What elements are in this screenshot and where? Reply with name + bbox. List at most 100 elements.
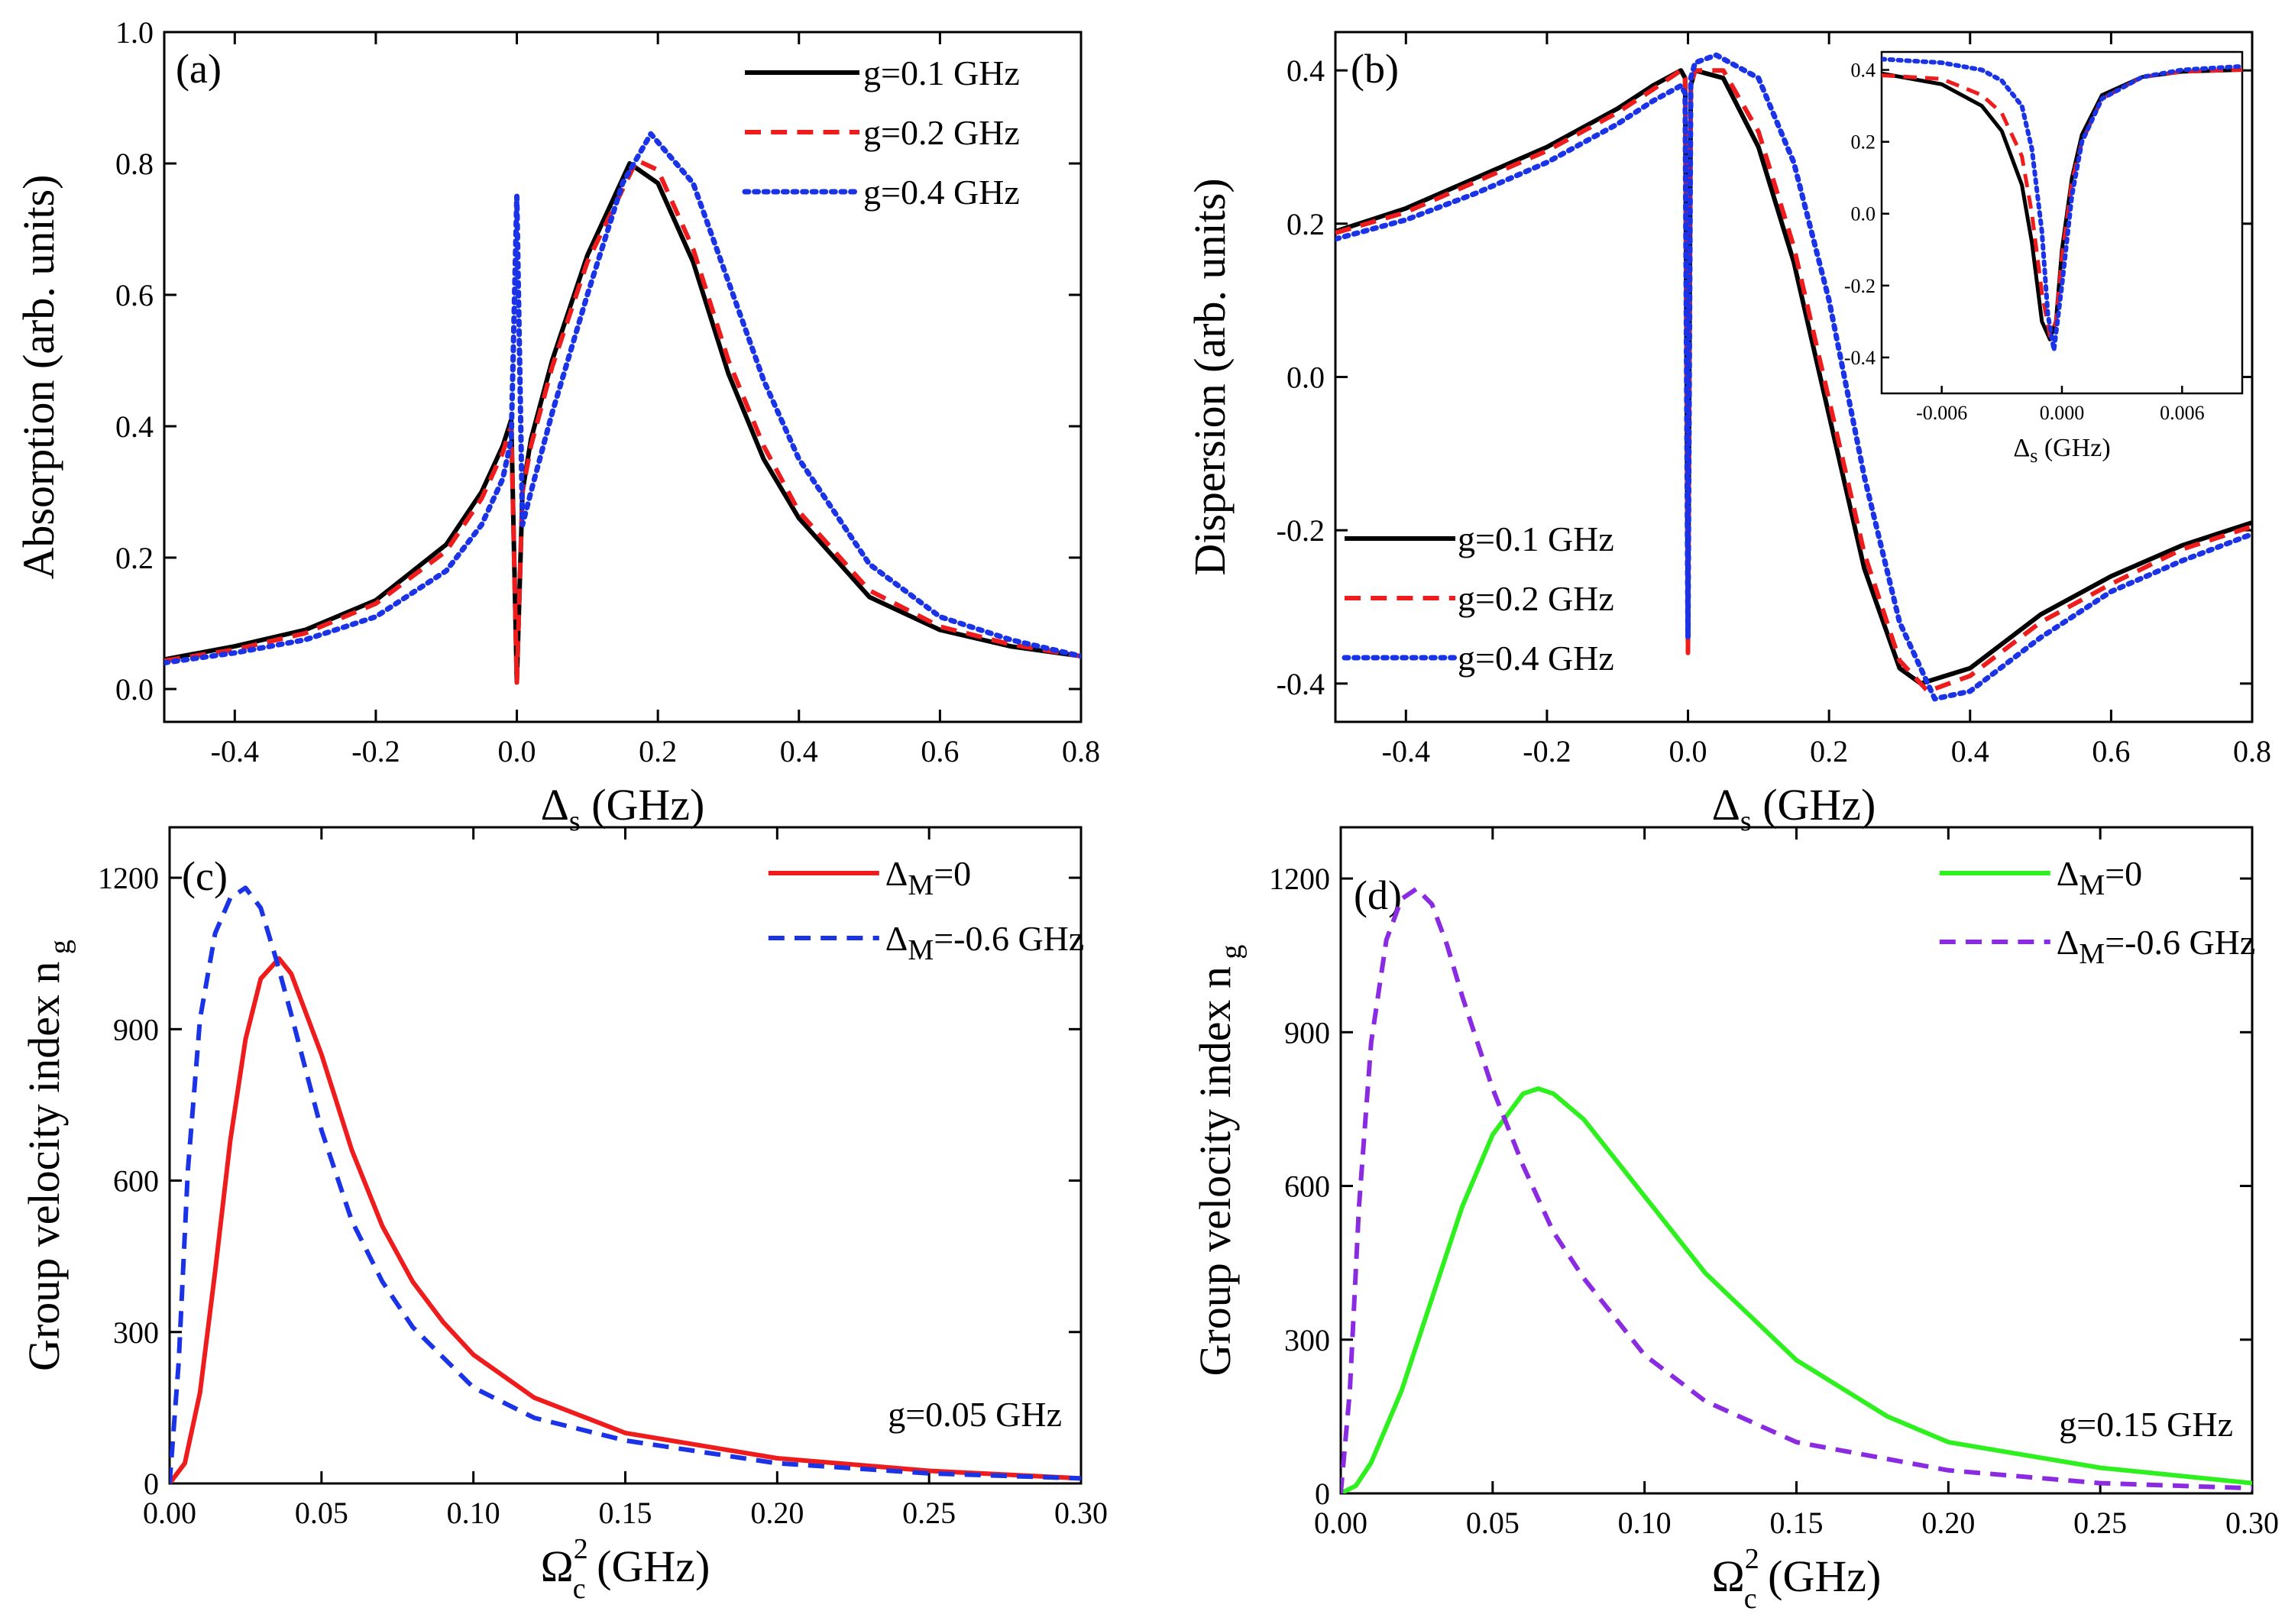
y-axis-label: Absorption (arb. units) [14, 175, 63, 580]
x-tick-label: 0.10 [447, 1496, 500, 1530]
y-axis-label: Group velocity index n g [1190, 945, 1248, 1377]
chart-panel-3: 0.00 0.05 0.10 0.15 0.20 0.25 0.30 0 300 600 900 12… [19, 826, 1108, 1605]
inset-y-tick-label: 0.4 [1851, 60, 1876, 82]
x-tick-label: 0.30 [2225, 1506, 2279, 1540]
x-tick-label: 0.6 [921, 734, 959, 768]
series-line-2 [170, 885, 1081, 1483]
chart-panel-1: -0.4 -0.2 0.0 0.2 0.4 0.6 0.8 0.0 0.2 0.4 0.6 0.8 1.… [14, 15, 1100, 837]
y-tick-label: 1.0 [115, 15, 154, 50]
y-tick-label: 600 [113, 1164, 159, 1199]
legend-label: ΔM=0 [885, 854, 971, 901]
y-tick-label: 0.6 [115, 278, 154, 312]
series-line-3 [1335, 52, 2252, 702]
x-tick-label: 0.00 [1314, 1506, 1367, 1540]
inset-y-tick-label: -0.2 [1844, 275, 1876, 297]
inset-y-tick-label: 0.0 [1851, 203, 1876, 225]
y-tick-label: 900 [113, 1012, 159, 1047]
x-tick-label: 0.2 [1810, 734, 1848, 768]
x-axis-label: Ω2 c (GHz) [1712, 1543, 1882, 1615]
x-tick-label: 0.05 [1466, 1506, 1520, 1540]
inset-x-tick-label: -0.006 [1916, 402, 1967, 424]
legend-label: ΔM=-0.6 GHz [2057, 923, 2256, 970]
legend-label: g=0.1 GHz [863, 53, 1020, 92]
y-tick-label: 300 [113, 1315, 159, 1350]
inset-y-tick-label: -0.4 [1844, 347, 1876, 369]
x-tick-label: 0.0 [1669, 734, 1707, 768]
y-tick-label: 900 [1284, 1015, 1330, 1050]
x-tick-label: 0.00 [143, 1496, 196, 1530]
panel-label: (d) [1354, 872, 1402, 918]
y-tick-label: 1200 [1269, 862, 1330, 896]
legend-label: g=0.2 GHz [1458, 579, 1614, 618]
x-tick-label: -0.4 [1382, 734, 1430, 768]
series-line-3 [164, 131, 1081, 666]
chart-panel-4: 0.00 0.05 0.10 0.15 0.20 0.25 0.30 0 300 600 900 12… [1190, 826, 2279, 1615]
y-tick-label: -0.4 [1277, 667, 1325, 701]
legend-label: ΔM=0 [2057, 854, 2142, 901]
x-tick-label: 0.25 [902, 1496, 956, 1530]
legend-label: g=0.4 GHz [863, 173, 1020, 212]
x-tick-label: 0.05 [295, 1496, 348, 1530]
y-tick-label: 300 [1284, 1323, 1330, 1357]
series-line-1 [1335, 68, 2252, 686]
x-tick-label: 0.8 [1062, 734, 1100, 768]
inset-chart: -0.006 0.000 0.006 0.4 0.2 0.0 -0.2 -0.4 Δs (GHz… [1844, 50, 2244, 467]
x-tick-label: 0.15 [599, 1496, 652, 1530]
y-tick-label: 600 [1284, 1169, 1330, 1204]
x-tick-label: 0.0 [498, 734, 536, 768]
x-tick-label: 0.25 [2073, 1506, 2127, 1540]
inset-x-tick-label: 0.000 [2040, 402, 2085, 424]
panel-label: (b) [1351, 46, 1399, 92]
legend-label: g=0.4 GHz [1458, 639, 1614, 678]
inset-series-line-2 [1882, 68, 2242, 338]
inset-x-axis-label: Δs (GHz) [2013, 434, 2110, 467]
y-tick-label: 0.8 [115, 147, 154, 181]
panel-label: (a) [176, 46, 222, 92]
y-tick-label: -0.2 [1277, 513, 1325, 548]
x-tick-label: 0.20 [750, 1496, 804, 1530]
x-tick-label: 0.8 [2233, 734, 2271, 768]
x-tick-label: -0.2 [1523, 734, 1571, 768]
x-tick-label: 0.15 [1770, 1506, 1824, 1540]
chart-panel-2: -0.4 -0.2 0.0 0.2 0.4 0.6 0.8 -0.4 -0.2 0.0 0.2 0.4… [1185, 31, 2271, 837]
x-axis-label: Ω2 c (GHz) [541, 1533, 710, 1605]
coupling-annotation: g=0.15 GHz [2059, 1405, 2233, 1444]
y-axis-label: Group velocity index n g [19, 940, 76, 1371]
x-tick-label: 0.10 [1618, 1506, 1672, 1540]
legend-label: g=0.2 GHz [863, 113, 1020, 152]
y-tick-label: 0.0 [1287, 361, 1325, 395]
inset-y-tick-label: 0.2 [1851, 131, 1876, 154]
x-tick-label: 0.20 [1921, 1506, 1975, 1540]
y-tick-label: 0 [144, 1467, 159, 1501]
inset-series-line-3 [1882, 57, 2242, 353]
y-tick-label: 0 [1315, 1477, 1330, 1511]
y-tick-label: 0.4 [115, 409, 154, 444]
inset-x-tick-label: 0.006 [2160, 402, 2205, 424]
x-tick-label: 0.2 [639, 734, 677, 768]
x-tick-label: -0.4 [211, 734, 259, 768]
x-tick-label: 0.4 [780, 734, 818, 768]
series-line-1 [164, 161, 1081, 685]
series-line-2 [164, 157, 1081, 685]
y-tick-label: 0.2 [115, 541, 154, 575]
series-line-2 [1335, 68, 2252, 694]
x-axis-label: Δs (GHz) [541, 780, 705, 837]
y-tick-label: 0.2 [1287, 207, 1325, 241]
panel-label: (c) [182, 853, 228, 899]
coupling-annotation: g=0.05 GHz [888, 1395, 1062, 1434]
series-line-1 [1341, 1086, 2252, 1493]
plot-frame [163, 31, 1083, 723]
x-tick-label: -0.2 [351, 734, 400, 768]
inset-frame [1880, 50, 2244, 395]
y-tick-label: 0.4 [1287, 53, 1325, 88]
legend-label: ΔM=-0.6 GHz [885, 919, 1085, 966]
series-line-1 [170, 956, 1081, 1483]
legend-label: g=0.1 GHz [1458, 519, 1614, 558]
series-line-2 [1341, 886, 2252, 1493]
y-tick-label: 1200 [98, 861, 159, 895]
y-axis-label: Dispersion (arb. units) [1185, 178, 1235, 575]
x-tick-label: 0.30 [1054, 1496, 1108, 1530]
x-axis-label: Δs (GHz) [1712, 780, 1876, 837]
x-tick-label: 0.4 [1951, 734, 1989, 768]
x-tick-label: 0.6 [2092, 734, 2130, 768]
